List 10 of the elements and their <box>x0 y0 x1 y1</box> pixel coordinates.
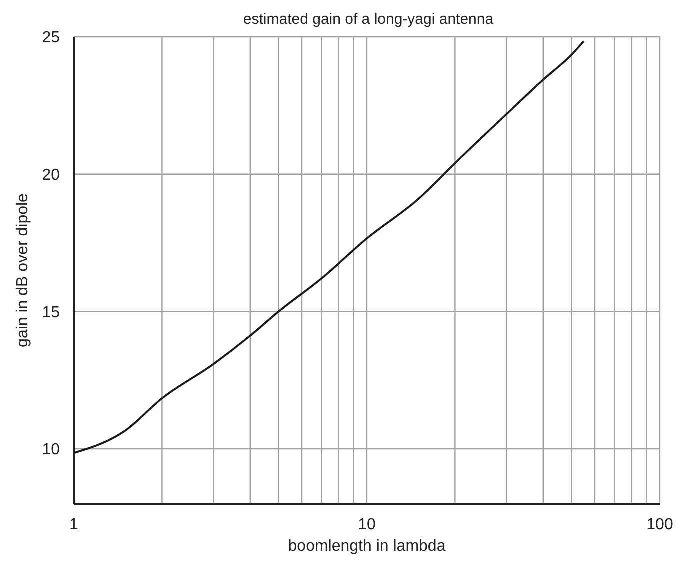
x-tick-label: 100 <box>646 516 674 534</box>
y-tick-label: 20 <box>42 167 60 184</box>
y-tick-label: 10 <box>42 442 60 459</box>
y-tick-label: 25 <box>42 30 60 47</box>
x-tick-label: 1 <box>70 516 79 534</box>
y-tick-label: 15 <box>42 304 60 322</box>
chart-title: estimated gain of a long-yagi antenna <box>242 11 495 28</box>
x-axis-title: boomlength in lambda <box>288 538 446 555</box>
x-tick-label: 10 <box>358 516 376 534</box>
y-axis-title: gain in dB over dipole <box>14 193 32 348</box>
